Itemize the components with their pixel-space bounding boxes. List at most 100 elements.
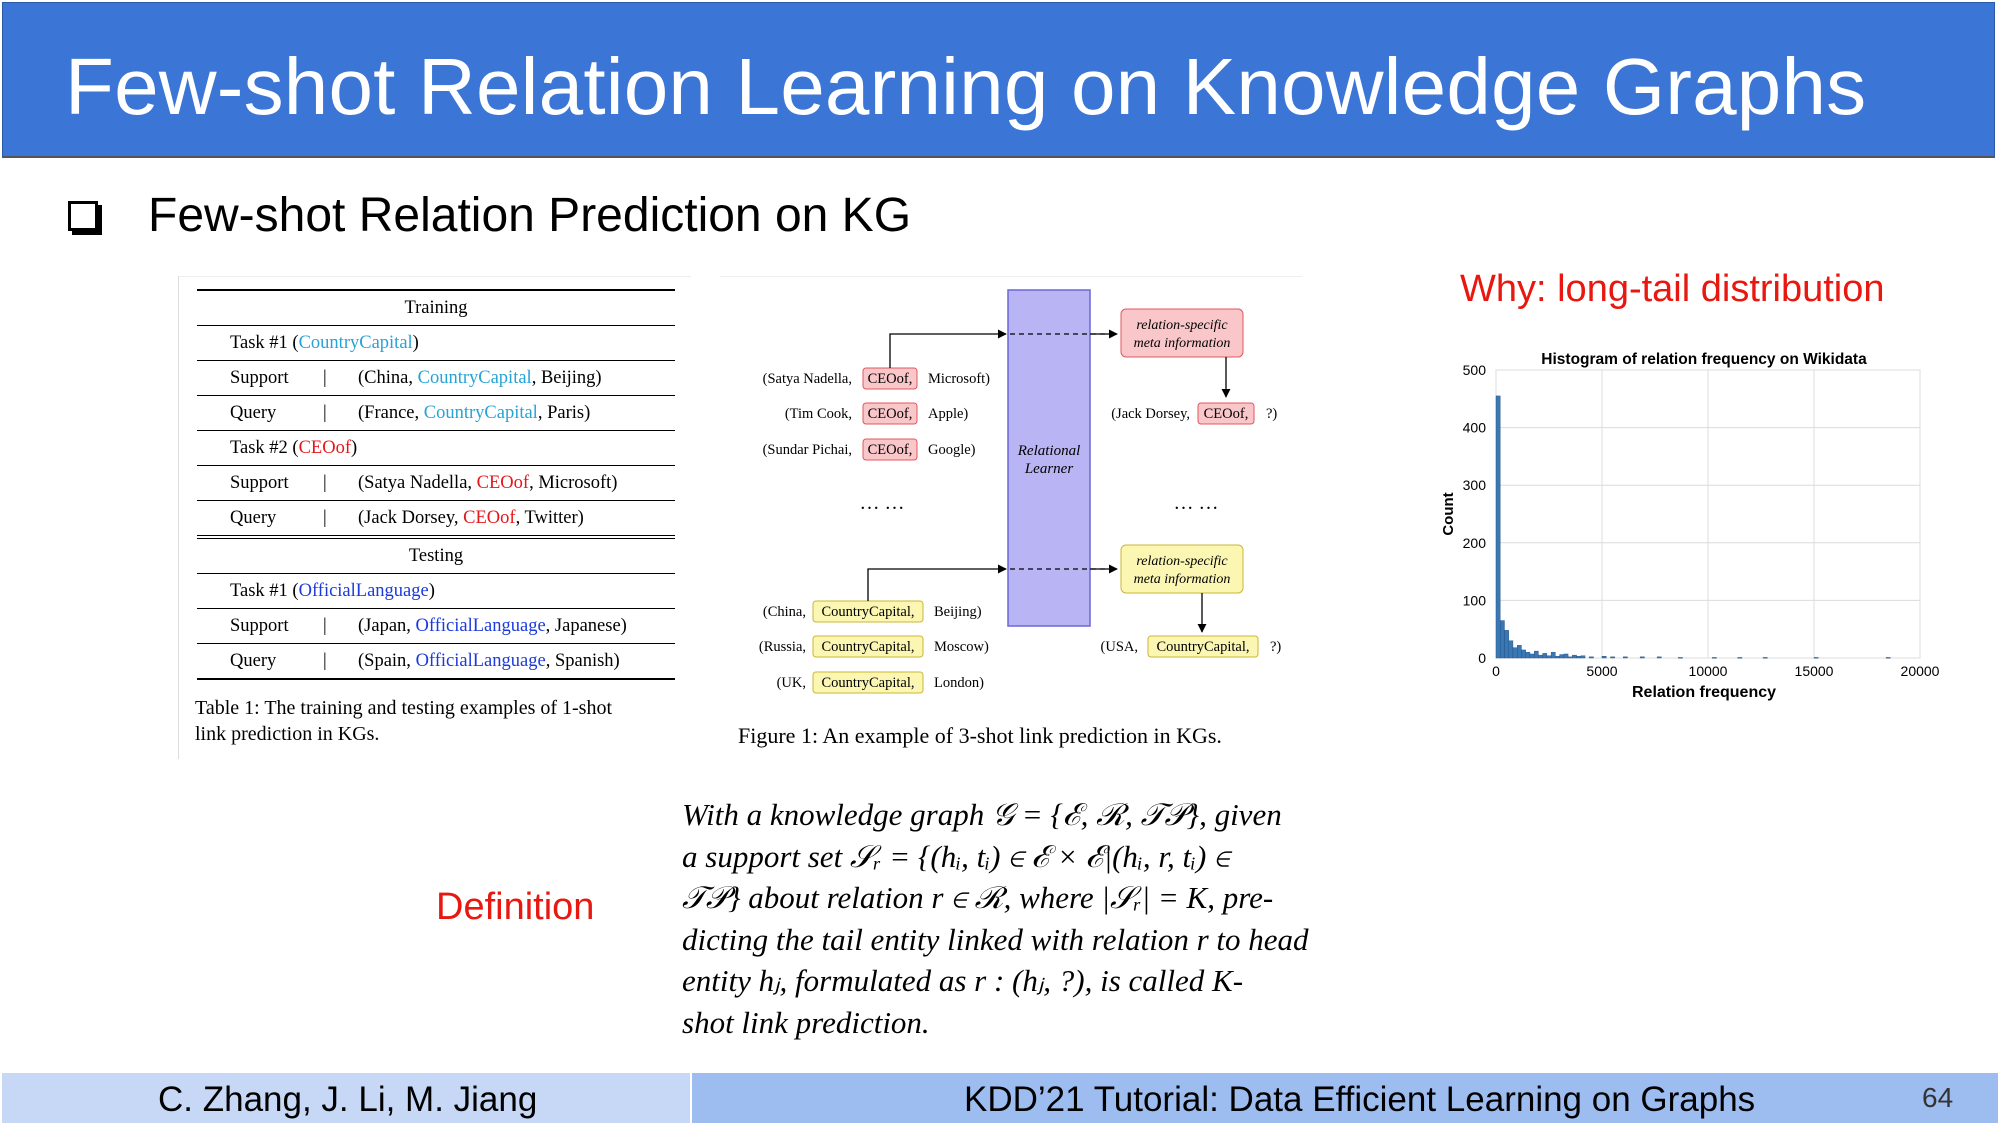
task-label: Task #2 (CEOof) — [230, 438, 357, 459]
table-header-testing: Testing — [197, 539, 675, 574]
query-head-top: (Jack Dorsey, — [1111, 406, 1190, 422]
triple-tail: , Japanese) — [545, 615, 627, 636]
triple-tail: Beijing) — [934, 604, 982, 620]
task-prefix: Task #1 ( — [230, 332, 299, 353]
histogram-bar — [1508, 640, 1514, 659]
y-tick-label: 400 — [1463, 420, 1487, 436]
triple-head: (Jack Dorsey, — [358, 507, 464, 528]
histogram-bar — [1542, 653, 1548, 659]
histogram-bar — [1546, 655, 1552, 659]
checkbox-bullet-icon — [68, 200, 102, 235]
query-relation-text-top: CEOof, — [1204, 406, 1249, 422]
query-relation-chip-bottom — [1147, 635, 1259, 658]
task-suffix: ) — [428, 580, 435, 601]
triple-head: (Sundar Pichai, — [763, 442, 852, 458]
y-tick-label: 500 — [1463, 362, 1487, 378]
task-label: Task #1 (CountryCapital) — [230, 333, 419, 354]
definition-line: entity hⱼ, formulated as r : (hⱼ, ?), is… — [682, 963, 1244, 998]
triple: (Spain, OfficialLanguage, Spanish) — [358, 651, 620, 672]
table-row: Query | (Jack Dorsey, CEOof, Twitter) — [197, 501, 675, 539]
histogram-bar — [1555, 656, 1560, 659]
relation-chip-text: CEOof, — [868, 406, 913, 422]
relation-name: OfficialLanguage — [298, 580, 429, 601]
support-triples-bottom: (China, CountryCapital, Beijing) (Russia… — [759, 600, 989, 694]
table-header-training: Training — [197, 289, 675, 326]
triple-head: (Russia, — [759, 639, 806, 655]
relation-chip-text: CEOof, — [868, 442, 913, 458]
triple-head: (UK, — [777, 675, 806, 691]
relation-chip — [862, 402, 918, 425]
histogram-bar — [1885, 657, 1891, 659]
histogram-bar — [1559, 654, 1565, 659]
triple-head: (China, — [763, 604, 806, 620]
histogram-svg: 0 5000 10000 15000 20000 0 100 200 300 400 500 His… — [1440, 351, 1940, 701]
x-tick-label: 15000 — [1795, 663, 1834, 679]
task-label: Task #1 (OfficialLanguage) — [230, 581, 435, 602]
relation-name: OfficialLanguage — [415, 650, 546, 671]
triple-head: (Satya Nadella, — [763, 371, 852, 387]
triple-tail: London) — [934, 675, 984, 691]
row-label: Query — [230, 507, 277, 528]
relation-name: CountryCapital — [417, 367, 532, 388]
row-separator: | — [323, 507, 327, 528]
footer-authors: C. Zhang, J. Li, M. Jiang — [158, 1080, 538, 1119]
table1-caption: Table 1: The training and testing exampl… — [195, 695, 685, 747]
chart-title: Histogram of relation frequency on Wikid… — [1541, 351, 1867, 368]
testing-header-text: Testing — [408, 545, 464, 566]
meta-info-box-top — [1120, 308, 1244, 358]
figure1: Relational Learner (Satya Nadella, CEOof… — [720, 276, 1302, 759]
table-row: Task #1 (CountryCapital) — [197, 326, 675, 361]
table-row: Query | (France, CountryCapital, Paris) — [197, 396, 675, 431]
row-separator: | — [323, 650, 327, 671]
triple-head: (France, — [358, 402, 424, 423]
triple: (Japan, OfficialLanguage, Japanese) — [358, 616, 627, 637]
histogram-bar — [1521, 649, 1526, 659]
y-tick-label: 200 — [1463, 535, 1487, 551]
meta-info-line1: relation-specific — [1136, 554, 1228, 569]
table-row: Task #1 (OfficialLanguage) — [197, 574, 675, 609]
triple-tail: , Paris) — [537, 402, 591, 423]
row-separator: | — [323, 367, 327, 388]
arrow-bottom-to-learner — [867, 564, 1007, 601]
bullet-text: Few-shot Relation Prediction on KG — [148, 189, 912, 242]
histogram-bar — [1525, 652, 1531, 659]
y-tick-label: 0 — [1478, 650, 1486, 666]
table-row: Support | (Satya Nadella, CEOof, Microsoft… — [197, 466, 675, 501]
histogram-bar — [1678, 657, 1683, 659]
caption-line: link prediction in KGs. — [195, 723, 380, 745]
histogram-bar — [1500, 620, 1505, 659]
histogram-bar — [1576, 656, 1581, 659]
relation-chip-text: CountryCapital, — [821, 675, 914, 691]
histogram-bar — [1762, 657, 1768, 659]
relation-chip — [862, 438, 918, 461]
title-bar: Few-shot Relation Learning on Knowledge … — [2, 2, 1995, 158]
histogram-bar — [1580, 655, 1586, 659]
row-label: Support — [230, 367, 289, 388]
x-tick-label: 0 — [1492, 663, 1500, 679]
row-separator: | — [323, 472, 327, 493]
meta-info-box-bottom — [1120, 544, 1244, 594]
histogram-grid — [1495, 369, 1921, 659]
relation-chip-text: CountryCapital, — [821, 639, 914, 655]
row-label: Support — [230, 472, 289, 493]
triple-head: (Satya Nadella, — [358, 472, 477, 493]
histogram-bar — [1622, 656, 1628, 659]
query-head-bottom: (USA, — [1101, 639, 1138, 655]
figure1-caption: Figure 1: An example of 3-shot link pred… — [738, 723, 1222, 748]
table-row: Support | (Japan, OfficialLanguage, Japane… — [197, 609, 675, 644]
x-tick-label: 5000 — [1586, 663, 1617, 679]
table-row: Task #2 (CEOof) — [197, 431, 675, 466]
histogram-bar — [1495, 395, 1501, 659]
relation-name: CEOof — [298, 437, 352, 458]
why-label: Why: long-tail distribution — [1460, 268, 1885, 310]
triple-tail: Google) — [928, 442, 976, 458]
triple-tail: , Spanish) — [545, 650, 620, 671]
histogram-bar — [1572, 654, 1577, 659]
histogram-bar — [1656, 656, 1662, 659]
task-suffix: ) — [412, 332, 419, 353]
relation-name: OfficialLanguage — [415, 615, 546, 636]
histogram-ticks: 0 5000 10000 15000 20000 0 100 200 300 400 500 — [1463, 362, 1940, 679]
triple: (Jack Dorsey, CEOof, Twitter) — [358, 508, 584, 529]
definition-line: With a knowledge graph 𝒢 = {ℰ, ℛ, 𝒯𝒫}, g… — [682, 797, 1282, 832]
table1: Training Task #1 (CountryCapital) Suppor… — [197, 289, 675, 680]
